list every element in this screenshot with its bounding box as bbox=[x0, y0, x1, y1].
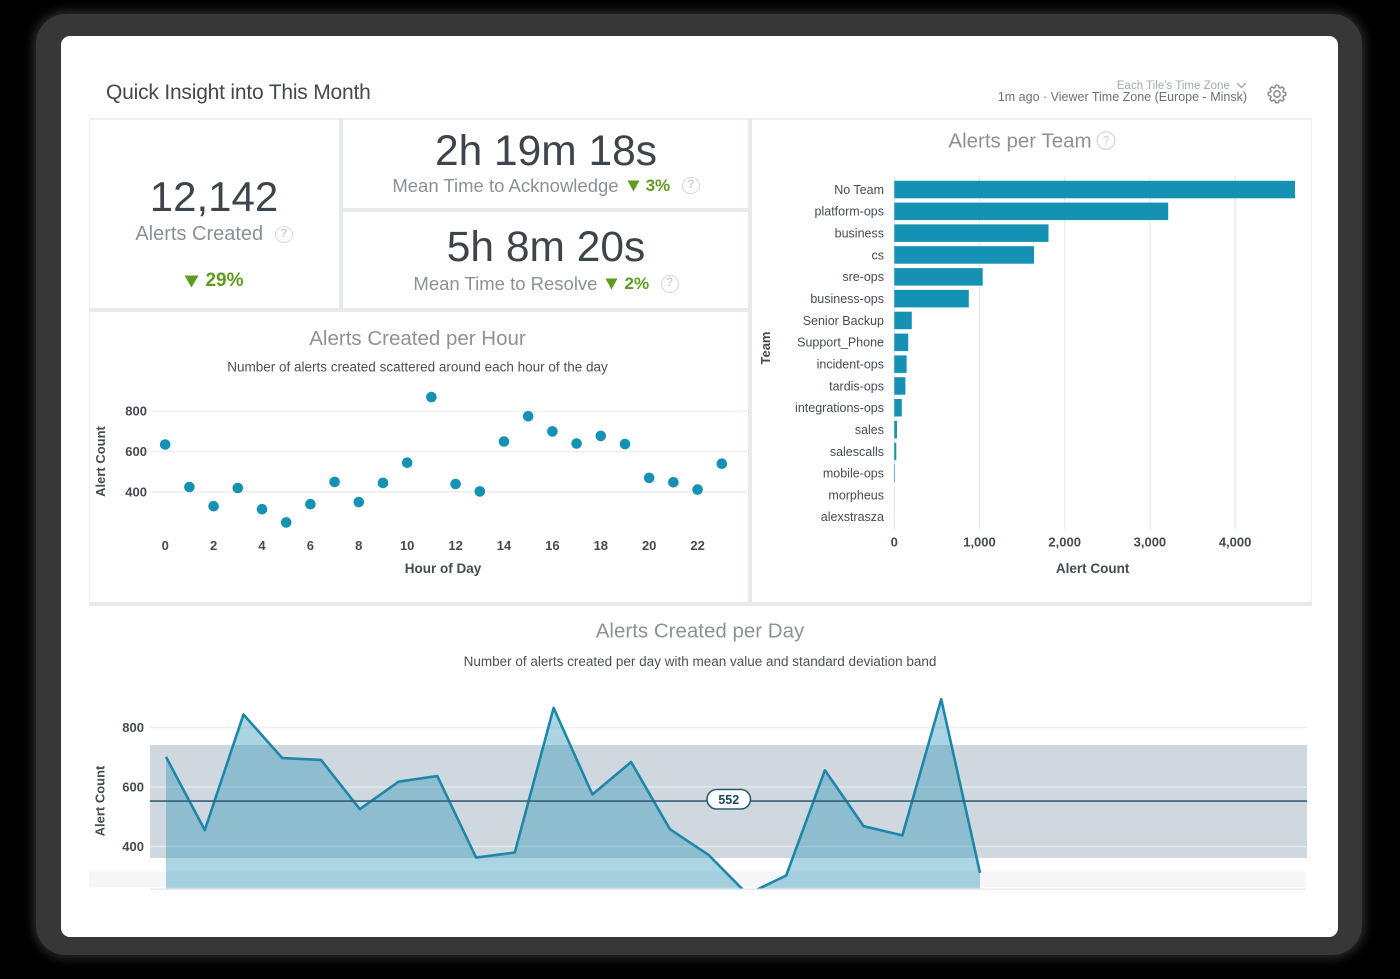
svg-text:4: 4 bbox=[258, 538, 266, 553]
svg-text:business-ops: business-ops bbox=[811, 292, 885, 306]
svg-text:Alert Count: Alert Count bbox=[93, 764, 108, 835]
svg-text:Number of alerts created per d: Number of alerts created per day with me… bbox=[464, 654, 937, 669]
svg-text:platform-ops: platform-ops bbox=[815, 205, 884, 219]
svg-text:alexstrasza: alexstrasza bbox=[821, 510, 884, 524]
svg-text:business: business bbox=[835, 227, 884, 241]
svg-text:2,000: 2,000 bbox=[1049, 535, 1082, 550]
svg-text:6: 6 bbox=[307, 538, 314, 553]
svg-text:20: 20 bbox=[642, 538, 656, 553]
svg-text:Hour of Day: Hour of Day bbox=[405, 561, 482, 576]
svg-text:2: 2 bbox=[210, 538, 217, 553]
svg-text:integrations-ops: integrations-ops bbox=[795, 401, 884, 415]
svg-text:Team: Team bbox=[758, 332, 773, 365]
svg-text:800: 800 bbox=[122, 720, 144, 735]
svg-text:incident-ops: incident-ops bbox=[817, 357, 884, 371]
svg-text:mobile-ops: mobile-ops bbox=[823, 467, 884, 481]
svg-text:Alerts Created per Hour: Alerts Created per Hour bbox=[309, 327, 526, 350]
svg-text:sales: sales bbox=[855, 423, 884, 437]
svg-text:10: 10 bbox=[400, 538, 414, 553]
svg-text:0: 0 bbox=[891, 535, 898, 550]
svg-text:tardis-ops: tardis-ops bbox=[829, 379, 884, 393]
svg-text:22: 22 bbox=[690, 538, 704, 553]
svg-text:?: ? bbox=[1103, 136, 1109, 148]
svg-text:18: 18 bbox=[594, 538, 608, 553]
svg-text:12: 12 bbox=[448, 538, 462, 553]
svg-text:Alert Count: Alert Count bbox=[1056, 561, 1130, 576]
svg-text:Alert Count: Alert Count bbox=[93, 425, 108, 496]
svg-text:4,000: 4,000 bbox=[1219, 535, 1252, 550]
svg-text:400: 400 bbox=[122, 839, 144, 854]
svg-text:salescalls: salescalls bbox=[830, 445, 884, 459]
svg-text:Support_Phone: Support_Phone bbox=[797, 336, 884, 350]
svg-text:14: 14 bbox=[497, 538, 512, 553]
svg-text:Alerts per Team: Alerts per Team bbox=[949, 130, 1092, 153]
svg-text:600: 600 bbox=[125, 444, 147, 459]
svg-text:800: 800 bbox=[125, 403, 147, 418]
svg-text:400: 400 bbox=[125, 484, 147, 499]
svg-text:3,000: 3,000 bbox=[1134, 535, 1167, 550]
svg-text:600: 600 bbox=[122, 779, 144, 794]
svg-text:Alerts Created per Day: Alerts Created per Day bbox=[596, 619, 805, 642]
svg-text:No Team: No Team bbox=[834, 183, 884, 197]
svg-text:Senior Backup: Senior Backup bbox=[803, 314, 884, 328]
svg-text:sre-ops: sre-ops bbox=[843, 270, 885, 284]
svg-text:cs: cs bbox=[872, 248, 885, 262]
svg-text:8: 8 bbox=[355, 538, 362, 553]
svg-text:0: 0 bbox=[162, 538, 169, 553]
svg-text:1,000: 1,000 bbox=[963, 535, 996, 550]
svg-text:morpheus: morpheus bbox=[829, 488, 885, 502]
svg-text:552: 552 bbox=[718, 792, 739, 806]
svg-text:16: 16 bbox=[545, 538, 559, 553]
svg-text:Number of alerts created scatt: Number of alerts created scattered aroun… bbox=[227, 359, 608, 374]
